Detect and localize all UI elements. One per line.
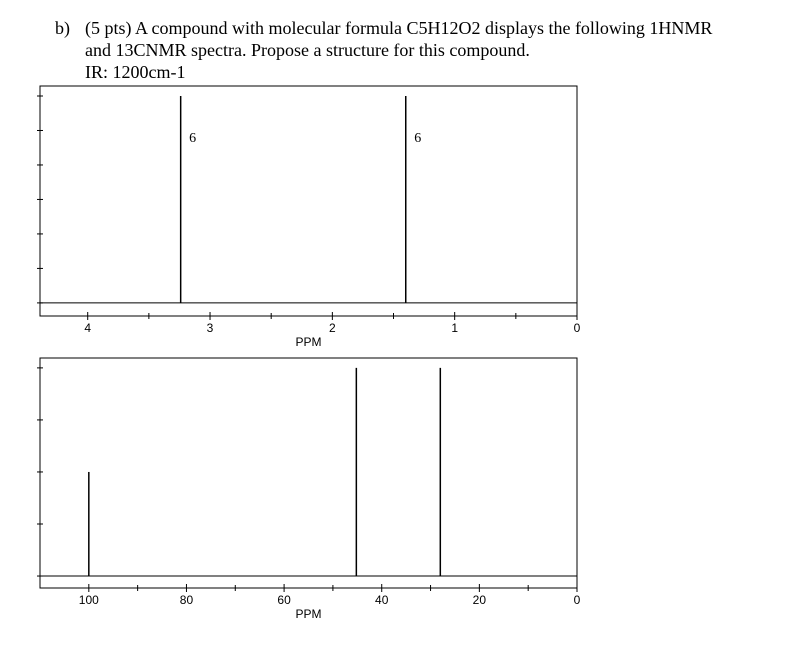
x-tick-label: 2 bbox=[329, 321, 336, 335]
integration-label: 6 bbox=[189, 131, 196, 146]
x-tick-label: 40 bbox=[375, 593, 389, 607]
question-line: and 13CNMR spectra. Propose a structure … bbox=[85, 40, 530, 60]
x-tick-label: 80 bbox=[180, 593, 194, 607]
x-tick-label: 0 bbox=[574, 593, 581, 607]
x-tick-label: 0 bbox=[574, 321, 581, 335]
integration-label: 6 bbox=[414, 131, 421, 146]
x-tick-label: 60 bbox=[277, 593, 291, 607]
x-tick-label: 4 bbox=[84, 321, 91, 335]
x-tick-label: 100 bbox=[79, 593, 99, 607]
question-line: IR: 1200cm-1 bbox=[85, 62, 186, 82]
question-line: (5 pts) A compound with molecular formul… bbox=[85, 18, 712, 39]
x-axis-label: PPM bbox=[295, 607, 321, 621]
question-label: b) bbox=[55, 18, 70, 39]
x-tick-label: 3 bbox=[207, 321, 214, 335]
x-tick-label: 1 bbox=[451, 321, 458, 335]
x-axis-label: PPM bbox=[295, 335, 321, 349]
plot-frame bbox=[39, 85, 578, 317]
x-tick-label: 20 bbox=[473, 593, 487, 607]
plot-frame bbox=[39, 357, 578, 589]
